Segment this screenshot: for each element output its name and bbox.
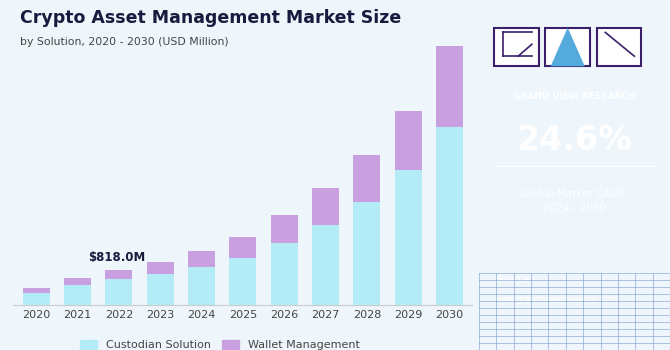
Bar	[64, 285, 91, 304]
Text: GRAND VIEW RESEARCH: GRAND VIEW RESEARCH	[513, 92, 636, 101]
Bar	[147, 274, 174, 304]
Bar	[229, 237, 257, 258]
Bar	[271, 243, 297, 304]
Bar	[23, 293, 50, 304]
Bar	[354, 202, 381, 304]
Bar	[545, 28, 590, 66]
Legend: Custodian Solution, Wallet Management: Custodian Solution, Wallet Management	[76, 336, 364, 350]
Text: $818.0M: $818.0M	[88, 251, 145, 264]
Text: Source:: Source:	[494, 274, 533, 284]
Bar	[271, 215, 297, 243]
Bar	[105, 270, 132, 279]
Text: 24.6%: 24.6%	[517, 124, 632, 156]
Bar	[147, 262, 174, 274]
Bar	[354, 155, 381, 202]
Text: by Solution, 2020 - 2030 (USD Million): by Solution, 2020 - 2030 (USD Million)	[20, 37, 228, 47]
Polygon shape	[551, 28, 585, 66]
Bar	[312, 225, 339, 304]
Bar	[395, 111, 421, 170]
Bar	[64, 278, 91, 285]
Bar	[597, 28, 641, 66]
Bar	[436, 127, 463, 304]
Bar	[23, 288, 50, 293]
Bar	[395, 170, 421, 304]
Bar	[188, 267, 215, 304]
Bar	[312, 188, 339, 225]
Text: Global Market CAGR,
2024 - 2030: Global Market CAGR, 2024 - 2030	[520, 189, 629, 213]
Bar	[105, 279, 132, 304]
Text: www.grandviewresearch.com: www.grandviewresearch.com	[494, 295, 618, 304]
Bar	[229, 258, 257, 304]
Bar	[436, 46, 463, 127]
Bar	[188, 251, 215, 267]
Text: Crypto Asset Management Market Size: Crypto Asset Management Market Size	[20, 9, 401, 27]
Bar	[494, 28, 539, 66]
